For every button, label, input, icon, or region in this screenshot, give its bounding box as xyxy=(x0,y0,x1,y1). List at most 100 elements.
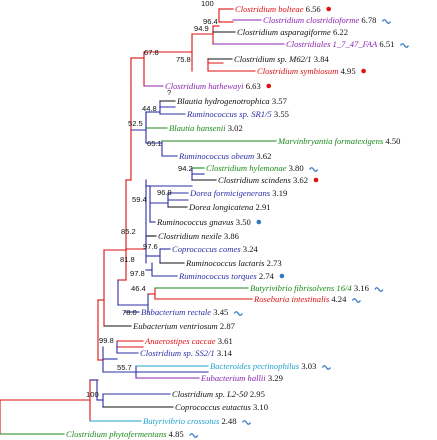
leaf-label: Coprococcus comes 3.24 xyxy=(172,244,259,254)
bootstrap-value: 97.8 xyxy=(130,269,145,278)
species-name: Eubacterium hallii xyxy=(200,373,266,383)
species-name: Coprococcus comes xyxy=(172,244,241,254)
bootstrap-value: 94.2 xyxy=(178,164,193,173)
leaf-label: Clostridium sp. SS2/1 3.14 xyxy=(140,348,233,358)
leaf-label: Eubacterium ventriosum 2.87 xyxy=(132,321,236,331)
genome-size-value: 2.95 xyxy=(248,389,265,399)
species-name: Dorea formicigenerans xyxy=(189,188,271,198)
bootstrap-value: 96.9 xyxy=(157,188,172,197)
species-name: Clostridium clostridioforme xyxy=(263,15,359,25)
blue-tilde-icon xyxy=(233,311,243,316)
genome-size-value: 4.85 xyxy=(167,429,184,439)
species-name: Ruminococcus gnavus xyxy=(156,217,234,227)
genome-size-value: 6.56 xyxy=(304,4,322,14)
leaf-label: Clostridium symbiosum 4.95 xyxy=(257,66,356,76)
tree-branches xyxy=(0,8,285,435)
genome-size-value: 3.61 xyxy=(216,336,233,346)
leaf-label: Coprococcus eutactus 3.10 xyxy=(175,402,268,412)
genome-size-value: 3.10 xyxy=(251,402,268,412)
bootstrap-value: 44.8 xyxy=(142,104,157,113)
leaf-label: Clostridium nexile 3.86 xyxy=(158,231,240,241)
species-name: Coprococcus eutactus xyxy=(175,402,251,412)
genome-size-value: 3.86 xyxy=(222,231,240,241)
bootstrap-values: 100 96.494.9 75.8 67.8? 44.8 52.5 65.1 94.2 96.9… xyxy=(86,0,218,399)
blue-tilde-icon xyxy=(189,433,199,438)
genome-size-value: 3.16 xyxy=(352,283,370,293)
species-name: Clostridium sp. L2-50 xyxy=(172,389,248,399)
leaf-label: Clostridiales 1_7_47_FAA 6.51 xyxy=(286,39,394,49)
species-name: Clostridium sp. SS2/1 xyxy=(140,348,215,358)
red-dot-icon xyxy=(361,68,366,74)
genome-size-value: 2.87 xyxy=(218,321,236,331)
bootstrap-value: 75.8 xyxy=(176,55,191,64)
leaf-label: Ruminococcus sp. SR1/5 3.55 xyxy=(186,109,289,119)
leaf-label: Bubacterium rectale 3.45 xyxy=(141,307,228,317)
blue-tilde-icon xyxy=(399,43,410,48)
genome-size-value: 3.55 xyxy=(272,109,289,119)
blue-dot-icon xyxy=(256,219,262,225)
leaf-label: Clostridium scindens 3.62 xyxy=(218,175,308,185)
red-dot-icon xyxy=(313,177,319,183)
leaf-label: Clostridium clostridioforme 6.78 xyxy=(263,15,376,25)
leaf-markers xyxy=(189,6,410,438)
bootstrap-value: 46.4 xyxy=(131,284,146,293)
blue-tilde-icon xyxy=(351,298,361,303)
genome-size-value: 3.24 xyxy=(241,244,259,254)
leaf-label: Ruminococcus obeum 3.62 xyxy=(178,151,271,161)
genome-size-value: 3.02 xyxy=(226,123,243,133)
leaf-label: Eubacterium hallii 3.29 xyxy=(200,373,283,383)
bootstrap-value: 81.8 xyxy=(120,255,135,264)
genome-size-value: 4.24 xyxy=(329,294,347,304)
species-name: Clostridium asparagiforme xyxy=(237,27,331,37)
species-name: Ruminococcus sp. SR1/5 xyxy=(186,109,272,119)
species-name: Blautia hansenii xyxy=(169,123,226,133)
leaf-label: Bacteroides pectinophilus 3.03 xyxy=(210,361,316,371)
leaf-label: Clostridium hylemonae 3.80 xyxy=(206,163,304,173)
species-name: Clostridium symbiosum xyxy=(257,66,338,76)
leaf-label: Dorea longicatena 2.91 xyxy=(188,202,271,212)
leaf-label: Roseburia intestinalis 4.24 xyxy=(253,294,347,304)
bootstrap-value: 100 xyxy=(201,0,214,8)
bootstrap-value: 78.0 xyxy=(122,308,137,317)
bootstrap-value: 52.5 xyxy=(128,119,143,128)
leaf-label: Clostridium asparagiforme 6.22 xyxy=(237,27,348,37)
species-name: Clostridiales 1_7_47_FAA xyxy=(286,39,378,49)
leaf-label: Butyrivibrio crossotus 2.48 xyxy=(143,416,237,426)
leaf-label: Clostridium hathewayi 6.63 xyxy=(165,81,261,91)
leaf-label: Marvinbryantia formatexigens 4.50 xyxy=(277,136,400,146)
leaf-label: Clostridium bolteae 6.56 xyxy=(235,4,321,14)
genome-size-value: 3.62 xyxy=(291,175,308,185)
species-name: Dorea longicatena xyxy=(188,202,253,212)
species-name: Clostridium bolteae xyxy=(235,4,304,14)
genome-size-value: 3.14 xyxy=(215,348,233,358)
genome-size-value: 3.62 xyxy=(254,151,271,161)
genome-size-value: 3.19 xyxy=(270,188,287,198)
genome-size-value: 2.73 xyxy=(265,258,282,268)
bootstrap-value: 99.8 xyxy=(99,336,114,345)
species-name: Roseburia intestinalis xyxy=(253,294,330,304)
bootstrap-value: 85.2 xyxy=(121,227,136,236)
red-dot-icon xyxy=(266,83,272,89)
genome-size-value: 6.78 xyxy=(359,15,376,25)
blue-tilde-icon xyxy=(374,287,384,292)
species-name: Marvinbryantia formatexigens xyxy=(277,136,384,146)
genome-size-value: 3.80 xyxy=(286,163,303,173)
species-name: Clostridium hathewayi xyxy=(165,81,244,91)
genome-size-value: 2.74 xyxy=(257,271,275,281)
blue-tilde-icon xyxy=(321,365,331,370)
species-name: Clostridium phytofermentans xyxy=(66,429,167,439)
species-name: Clostridium scindens xyxy=(218,175,291,185)
bootstrap-value: 100 xyxy=(86,390,99,399)
genome-size-value: 4.50 xyxy=(383,136,400,146)
bootstrap-value: 96.4 xyxy=(203,17,218,26)
genome-size-value: 6.63 xyxy=(244,81,261,91)
bootstrap-value: 55.7 xyxy=(117,363,132,372)
genome-size-value: 4.95 xyxy=(338,66,355,76)
species-name: Butyrivibrio fibrisolvens 16/4 xyxy=(250,283,352,293)
bootstrap-value: 94.9 xyxy=(194,24,209,33)
species-name: Ruminococcus torques xyxy=(178,271,257,281)
species-name: Ruminococcus obeum xyxy=(178,151,254,161)
bootstrap-value: ? xyxy=(167,88,171,97)
